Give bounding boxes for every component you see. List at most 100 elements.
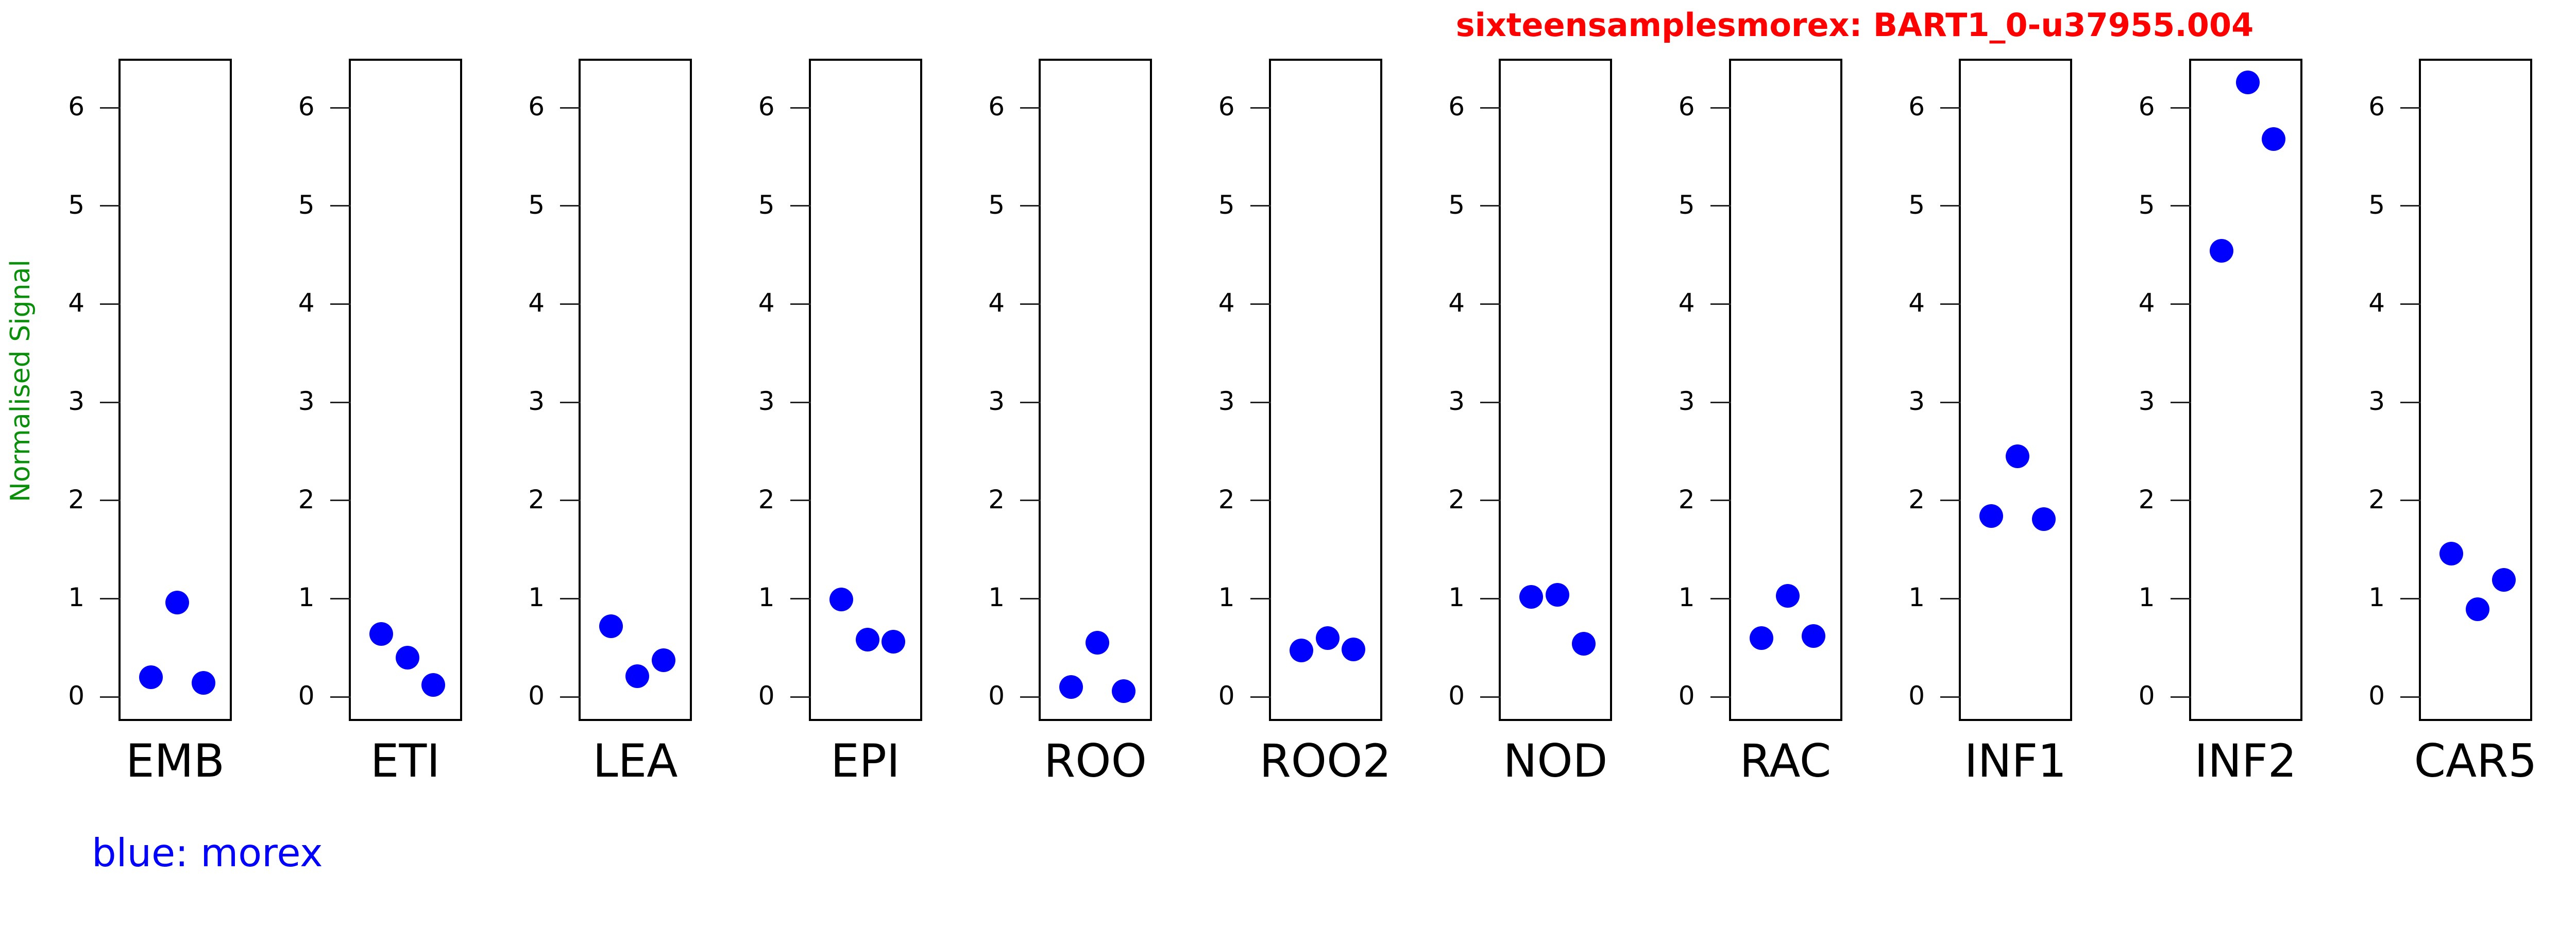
data-point	[2466, 597, 2489, 622]
y-tick-label: 5	[2138, 190, 2155, 220]
y-tick-mark	[1710, 107, 1731, 109]
y-tick-label: 0	[528, 681, 545, 711]
y-tick-mark	[1480, 401, 1501, 403]
y-tick-label: 5	[1218, 190, 1235, 220]
data-points	[1501, 61, 1610, 719]
y-tick-label: 4	[2520, 290, 2576, 316]
y-tick-label: 3	[298, 386, 315, 417]
y-axis-ticks: 0 1 2 3 4 5 6	[2368, 61, 2530, 719]
y-axis-ticks: 0 1 2 3 4 5 6	[1218, 61, 1380, 719]
y-tick-mark	[790, 500, 811, 502]
y-tick-mark	[100, 597, 121, 599]
y-tick-mark	[2400, 500, 2421, 502]
y-tick-label: 5	[298, 190, 315, 220]
data-point	[855, 628, 879, 652]
y-tick-mark	[330, 107, 351, 109]
subplot-panel-car5: 0 1 2 3 4 5 6 CAR5	[2368, 59, 2537, 784]
y-tick-label: 3	[988, 386, 1005, 417]
subplot-panel-roo2: 0 1 2 3 4 5 6 ROO2	[1218, 59, 1391, 784]
y-tick-label: 6	[2138, 92, 2155, 122]
y-tick-label: 6	[1448, 92, 1465, 122]
y-tick-mark	[1940, 205, 1961, 207]
y-tick-mark	[560, 401, 581, 403]
y-tick-mark	[330, 205, 351, 207]
data-point	[1111, 679, 1136, 703]
panel-label: EPI	[831, 734, 900, 787]
y-tick-label: 2	[1218, 484, 1235, 514]
y-tick-mark	[330, 696, 351, 698]
y-tick-label: 0	[1908, 681, 1925, 711]
y-tick-label: 3	[2368, 386, 2385, 417]
y-tick-label: 5	[528, 190, 545, 220]
y-tick-mark	[790, 597, 811, 599]
y-tick-label: 2	[2138, 484, 2155, 514]
data-points	[1041, 61, 1150, 719]
y-tick-mark	[1480, 696, 1501, 698]
y-tick-label: 2	[1678, 484, 1695, 514]
y-tick-label: 5	[1678, 190, 1695, 220]
y-tick-mark	[1940, 401, 1961, 403]
y-tick-mark	[330, 500, 351, 502]
y-tick-mark	[2170, 303, 2191, 305]
y-tick-mark	[1480, 500, 1501, 502]
subplot-panel-eti: 0 1 2 3 4 5 6 ETI	[298, 59, 462, 784]
panel-label: ETI	[370, 734, 440, 787]
y-tick-label: 5	[988, 190, 1005, 220]
data-point	[1519, 585, 1544, 609]
y-tick-label: 6	[988, 92, 1005, 122]
y-tick-label: 6	[2368, 92, 2385, 122]
data-point	[1749, 626, 1773, 650]
data-point	[1571, 632, 1596, 656]
y-tick-mark	[2400, 107, 2421, 109]
subplot-panel-inf2: 0 1 2 3 4 5 6 INF2	[2139, 59, 2302, 784]
subplot-panel-roo: 0 1 2 3 4 5 6 ROO	[988, 59, 1152, 784]
y-tick-label: 3	[2138, 386, 2155, 417]
y-tick-label: 0	[1218, 681, 1235, 711]
y-tick-mark	[100, 205, 121, 207]
y-tick-label: 1	[1448, 582, 1465, 613]
y-tick-mark	[1250, 500, 1271, 502]
y-tick-label: 4	[298, 288, 315, 318]
y-tick-label: 3	[1908, 386, 1925, 417]
y-tick-label: 4	[1908, 288, 1925, 318]
data-points	[1731, 61, 1840, 719]
y-tick-mark	[2170, 696, 2191, 698]
y-tick-label: 1	[758, 582, 775, 613]
y-tick-mark	[1020, 597, 1041, 599]
y-tick-mark	[1940, 303, 1961, 305]
data-point	[1086, 631, 1109, 655]
y-tick-mark	[1940, 107, 1961, 109]
data-point	[829, 588, 853, 612]
panel-label: ROO	[1044, 734, 1147, 787]
data-points	[581, 61, 690, 719]
data-point	[1315, 626, 1340, 650]
y-tick-mark	[790, 696, 811, 698]
y-tick-label: 0	[2138, 681, 2155, 711]
y-tick-mark	[2170, 500, 2191, 502]
y-tick-label: 5	[68, 190, 84, 220]
y-tick-label: 6	[1218, 92, 1235, 122]
y-tick-mark	[560, 303, 581, 305]
data-points	[811, 61, 920, 719]
y-tick-mark	[1020, 107, 1041, 109]
data-point	[421, 673, 446, 697]
y-tick-label: 2	[758, 484, 775, 514]
y-tick-mark	[560, 597, 581, 599]
y-tick-label: 4	[68, 288, 84, 318]
y-tick-mark	[1020, 500, 1041, 502]
y-tick-label: 2	[2368, 484, 2385, 514]
y-tick-label: 6	[758, 92, 775, 122]
y-tick-mark	[1940, 597, 1961, 599]
data-point	[395, 645, 419, 670]
y-tick-label: 0	[988, 681, 1005, 711]
y-tick-mark	[1480, 107, 1501, 109]
data-point	[1802, 624, 1826, 648]
y-tick-mark	[790, 107, 811, 109]
y-tick-mark	[790, 401, 811, 403]
data-point	[1289, 639, 1313, 663]
y-axis-ticks: 0 1 2 3 4 5 6	[988, 61, 1150, 719]
y-tick-label: 5	[1908, 190, 1925, 220]
subplot-panel-rac: 0 1 2 3 4 5 6 RAC	[1679, 59, 1842, 784]
y-tick-label: 1	[1678, 582, 1695, 613]
data-point	[165, 590, 189, 614]
